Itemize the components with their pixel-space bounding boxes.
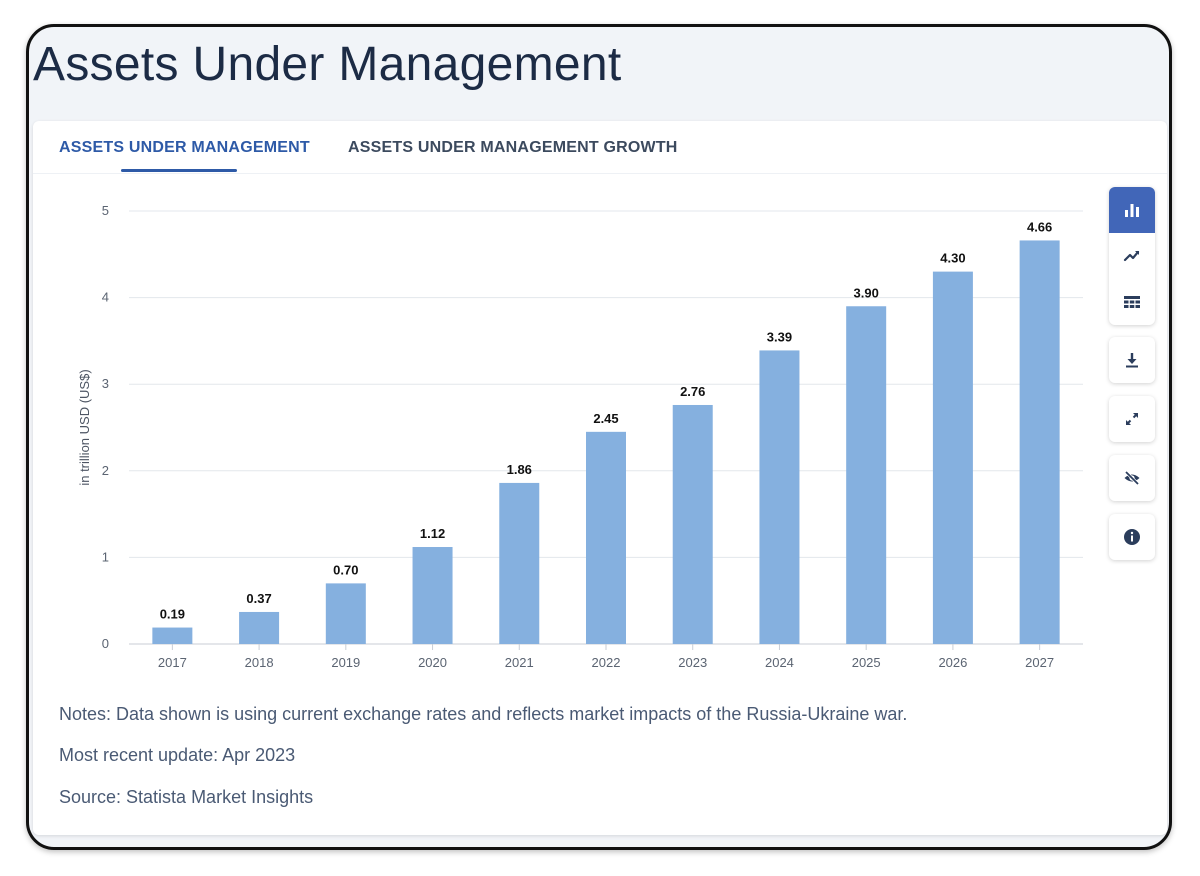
data-label: 3.90 — [854, 285, 879, 300]
fullscreen-icon — [1126, 413, 1138, 425]
x-tick-label: 2023 — [678, 655, 707, 670]
data-label: 4.66 — [1027, 219, 1052, 234]
download-toolbar — [1109, 337, 1155, 383]
data-label: 0.70 — [333, 562, 358, 577]
hide-icon — [1124, 470, 1140, 486]
y-axis-label: in trillion USD (US$) — [77, 369, 92, 485]
bar-2017[interactable] — [152, 627, 193, 644]
y-tick-label: 4 — [102, 290, 109, 305]
source-text: Source: Statista Market Insights — [59, 787, 314, 807]
bar-2027[interactable] — [1019, 240, 1060, 644]
bar-2023[interactable] — [672, 404, 713, 644]
data-label: 1.86 — [507, 462, 532, 477]
y-tick-label: 5 — [102, 203, 109, 218]
bar-2024[interactable] — [759, 350, 800, 644]
x-tick-label: 2019 — [331, 655, 360, 670]
x-tick-label: 2018 — [245, 655, 274, 670]
window-frame: Assets Under Management ASSETS UNDER MAN… — [26, 24, 1172, 850]
bar-2025[interactable] — [846, 306, 887, 644]
tab-bar: ASSETS UNDER MANAGEMENT ASSETS UNDER MAN… — [33, 121, 1167, 174]
bar-2022[interactable] — [586, 431, 626, 644]
x-tick-label: 2020 — [418, 655, 447, 670]
data-label: 1.12 — [420, 526, 445, 541]
data-label: 4.30 — [940, 251, 965, 266]
chart-card: ASSETS UNDER MANAGEMENT ASSETS UNDER MAN… — [33, 121, 1167, 835]
bar-chart-icon — [1125, 204, 1139, 217]
chart-type-toolbar — [1109, 187, 1155, 325]
line-chart-button[interactable] — [1109, 233, 1155, 279]
bar-chart-button[interactable] — [1109, 187, 1155, 233]
bar-2019[interactable] — [325, 583, 366, 644]
download-icon — [1126, 353, 1138, 368]
notes-text: Notes: Data shown is using current excha… — [59, 704, 908, 724]
bar-2026[interactable] — [932, 271, 973, 644]
fullscreen-button[interactable] — [1109, 396, 1155, 442]
x-tick-label: 2024 — [765, 655, 794, 670]
x-tick-label: 2027 — [1025, 655, 1054, 670]
x-tick-label: 2022 — [592, 655, 621, 670]
y-tick-label: 2 — [102, 463, 109, 478]
download-button[interactable] — [1109, 337, 1155, 383]
fullscreen-toolbar — [1109, 396, 1155, 442]
hide-button[interactable] — [1109, 455, 1155, 501]
x-tick-label: 2017 — [158, 655, 187, 670]
info-button[interactable] — [1109, 514, 1155, 560]
data-label: 2.45 — [593, 411, 618, 426]
bar-2018[interactable] — [239, 611, 280, 644]
info-toolbar — [1109, 514, 1155, 560]
update-text: Most recent update: Apr 2023 — [59, 745, 296, 765]
active-tab-indicator — [121, 169, 237, 172]
bar-2021[interactable] — [499, 482, 540, 644]
data-label: 2.76 — [680, 384, 705, 399]
tab-assets-under-management-growth[interactable]: ASSETS UNDER MANAGEMENT GROWTH — [348, 139, 678, 156]
data-label: 0.37 — [246, 591, 271, 606]
hide-toolbar — [1109, 455, 1155, 501]
x-tick-label: 2025 — [852, 655, 881, 670]
y-tick-label: 0 — [102, 636, 109, 651]
y-tick-label: 1 — [102, 549, 109, 564]
tab-assets-under-management[interactable]: ASSETS UNDER MANAGEMENT — [59, 139, 310, 156]
x-tick-label: 2021 — [505, 655, 534, 670]
x-tick-label: 2026 — [938, 655, 967, 670]
info-icon — [1124, 529, 1140, 545]
y-tick-label: 3 — [102, 376, 109, 391]
table-view-button[interactable] — [1109, 279, 1155, 325]
data-label: 0.19 — [160, 607, 185, 622]
line-chart-icon — [1123, 250, 1140, 262]
page-title: Assets Under Management — [33, 38, 622, 91]
data-label: 3.39 — [767, 329, 792, 344]
bar-2020[interactable] — [412, 547, 453, 644]
table-icon — [1124, 296, 1140, 308]
bar-chart: 0 1 2 3 4 5 in trillion USD (US$) 0.19 2017 0.37 2… — [77, 203, 1083, 670]
